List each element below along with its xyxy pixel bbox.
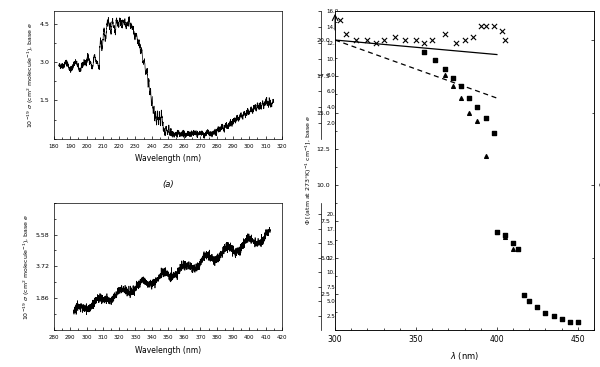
Point bbox=[427, 37, 437, 43]
Text: (a): (a) bbox=[162, 180, 174, 189]
Point bbox=[335, 17, 345, 23]
Point bbox=[390, 34, 400, 40]
Point bbox=[513, 246, 523, 252]
Point bbox=[440, 31, 450, 37]
Point bbox=[448, 75, 458, 81]
Point bbox=[541, 310, 550, 316]
Point bbox=[457, 95, 466, 101]
Point bbox=[508, 246, 518, 252]
Y-axis label: $\Phi$ [(atm at 273°K)$^{-1}$ cm$^{-1}$], base $e$: $\Phi$ [(atm at 273°K)$^{-1}$ cm$^{-1}$]… bbox=[342, 220, 352, 313]
Point bbox=[500, 37, 510, 43]
Point bbox=[476, 23, 485, 29]
Y-axis label: $10^{-19}$ $\sigma$ (cm$^2$ molecule$^{-1}$), base $e$: $10^{-19}$ $\sigma$ (cm$^2$ molecule$^{-… bbox=[26, 22, 37, 128]
Point bbox=[533, 304, 542, 310]
Point bbox=[431, 57, 440, 63]
Point bbox=[352, 37, 361, 43]
X-axis label: $\lambda$ (nm): $\lambda$ (nm) bbox=[450, 350, 479, 362]
Point bbox=[468, 34, 478, 40]
Point bbox=[524, 298, 534, 304]
Point bbox=[440, 72, 450, 78]
Point bbox=[371, 40, 380, 46]
Point bbox=[565, 319, 575, 324]
Point bbox=[341, 31, 351, 37]
Point bbox=[520, 292, 529, 298]
Point bbox=[489, 130, 499, 136]
Y-axis label: $\Phi$ [(atm at 273°K)$^{-1}$ cm$^{-1}$], base $e$: $\Phi$ [(atm at 273°K)$^{-1}$ cm$^{-1}$]… bbox=[304, 116, 314, 225]
Point bbox=[400, 37, 409, 43]
Point bbox=[489, 23, 499, 29]
Point bbox=[440, 66, 450, 72]
Point bbox=[473, 119, 482, 124]
Point bbox=[481, 23, 490, 29]
Point bbox=[411, 37, 421, 43]
Point bbox=[557, 316, 566, 321]
Point bbox=[464, 95, 474, 101]
Point bbox=[464, 110, 474, 116]
Point bbox=[481, 116, 490, 121]
Point bbox=[500, 232, 510, 237]
Point bbox=[497, 28, 506, 34]
Point bbox=[549, 313, 559, 319]
Point bbox=[460, 37, 469, 43]
Point bbox=[362, 37, 372, 43]
Point bbox=[419, 49, 429, 55]
Point bbox=[508, 240, 518, 246]
Y-axis label: $10^{-19}$ $\sigma$ (cm$^2$ molecule$^{-1}$), base $e$: $10^{-19}$ $\sigma$ (cm$^2$ molecule$^{-… bbox=[22, 213, 32, 320]
Point bbox=[457, 84, 466, 90]
Point bbox=[379, 37, 388, 43]
X-axis label: Wavelength (nm): Wavelength (nm) bbox=[135, 346, 201, 355]
Point bbox=[481, 153, 490, 159]
Point bbox=[492, 229, 502, 235]
Point bbox=[473, 104, 482, 110]
Point bbox=[419, 40, 429, 46]
Point bbox=[452, 40, 461, 46]
Point bbox=[492, 229, 502, 235]
Point bbox=[500, 235, 510, 240]
Point bbox=[573, 319, 583, 324]
Y-axis label: $\Phi$ [(atm at 273°K)$^{-1}$ cm$^{-1}$], base $e$: $\Phi$ [(atm at 273°K)$^{-1}$ cm$^{-1}$]… bbox=[342, 29, 352, 121]
X-axis label: Wavelength (nm): Wavelength (nm) bbox=[135, 154, 201, 163]
Point bbox=[448, 84, 458, 90]
